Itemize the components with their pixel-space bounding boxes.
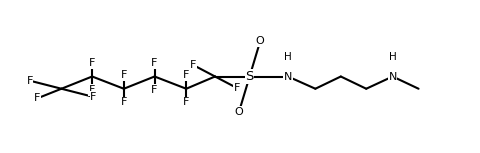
- Text: F: F: [120, 97, 127, 107]
- Text: F: F: [183, 97, 190, 107]
- Text: H: H: [389, 52, 396, 62]
- Text: F: F: [190, 60, 196, 70]
- Text: N: N: [284, 71, 292, 82]
- Text: O: O: [256, 36, 264, 46]
- Text: F: F: [151, 58, 158, 68]
- Text: F: F: [89, 85, 96, 95]
- Text: F: F: [34, 93, 41, 103]
- Text: H: H: [284, 52, 292, 62]
- Text: O: O: [235, 107, 243, 117]
- Text: F: F: [120, 70, 127, 80]
- Text: F: F: [151, 85, 158, 95]
- Text: F: F: [183, 70, 190, 80]
- Text: F: F: [26, 76, 33, 86]
- Text: F: F: [90, 92, 96, 102]
- Text: S: S: [245, 70, 254, 83]
- Text: F: F: [234, 83, 240, 93]
- Text: F: F: [89, 58, 96, 68]
- Text: N: N: [388, 71, 397, 82]
